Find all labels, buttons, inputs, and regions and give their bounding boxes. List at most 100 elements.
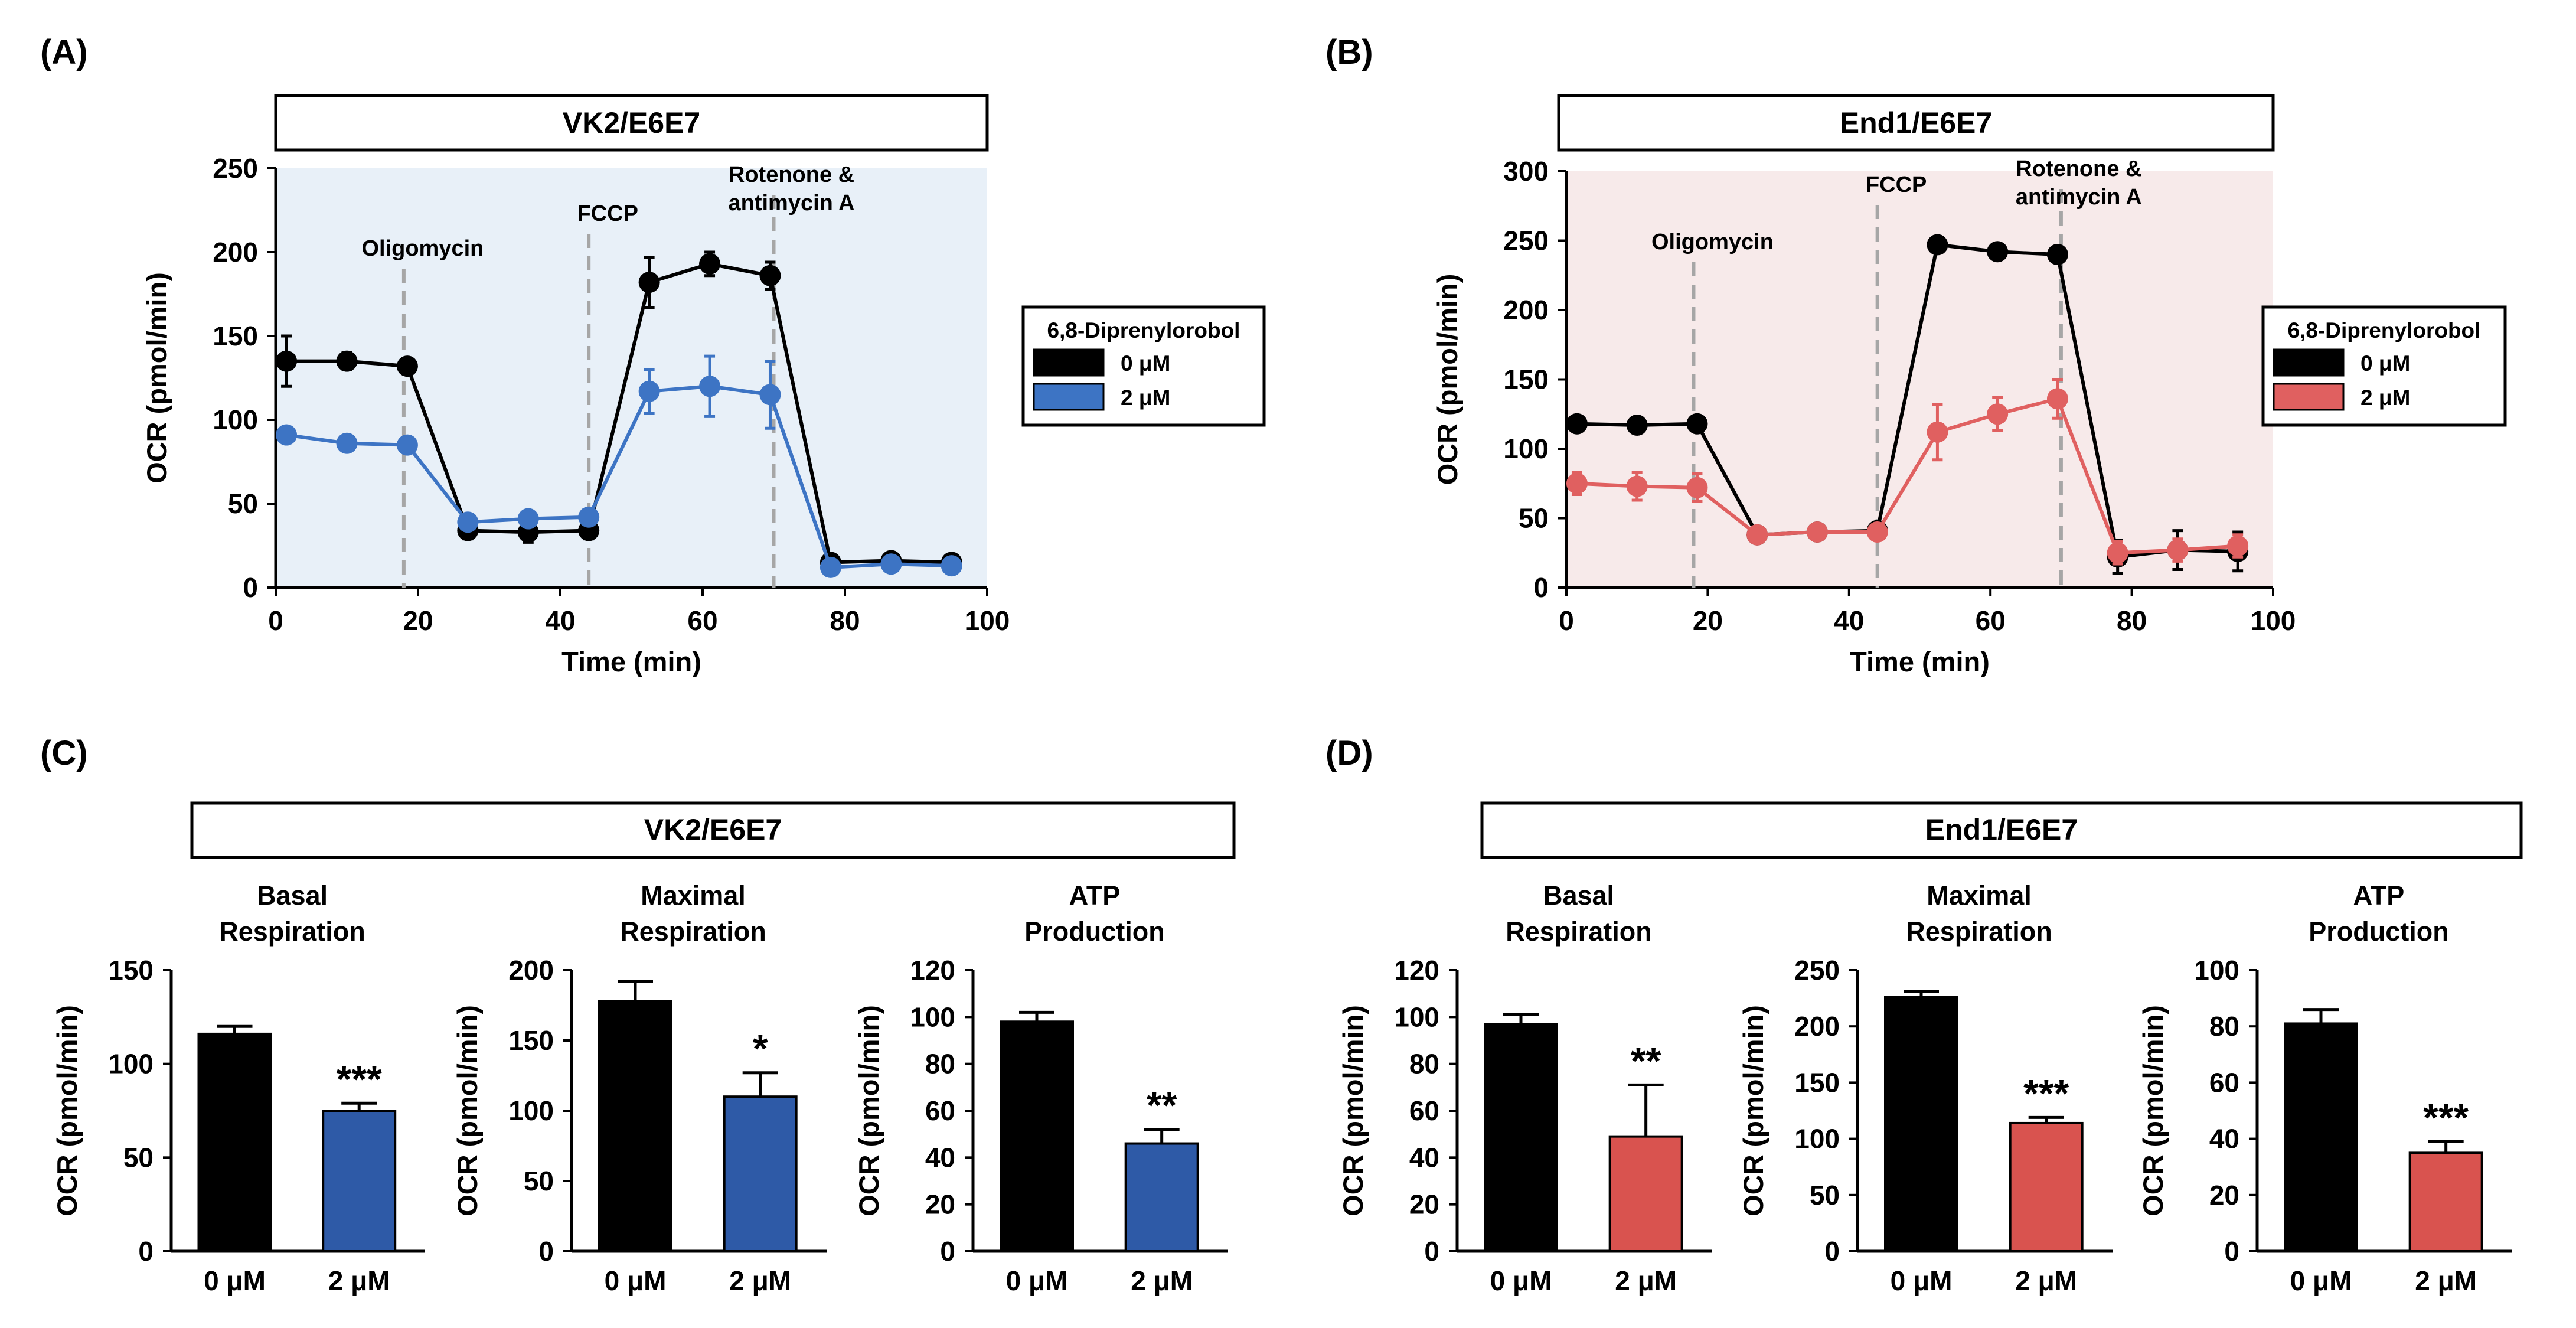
subplot-title-line2: Respiration [1906, 916, 2052, 947]
y-tick-label: 0 [2224, 1236, 2239, 1267]
y-tick-label: 100 [108, 1049, 154, 1079]
y-tick-label: 40 [1409, 1142, 1439, 1173]
data-point [276, 350, 298, 372]
y-axis-label: OCR (pmol/min) [1738, 1005, 1769, 1216]
injection-label: Oligomycin [1651, 230, 1774, 254]
bar-treated [1608, 1135, 1683, 1252]
chart-c-bars-vk2: VK2/E6E7 Basal Respiration 0 50 100 150 OCR (pm… [51, 801, 1236, 1296]
data-point [2107, 542, 2128, 564]
y-tick-label: 250 [213, 153, 258, 184]
significance-label: ** [1631, 1039, 1661, 1082]
bar-treated [2408, 1151, 2483, 1253]
data-point [759, 265, 781, 286]
legend-entry: 2 μM [1121, 386, 1170, 410]
significance-label: *** [2023, 1071, 2069, 1115]
injection-label: Rotenone & [2016, 156, 2141, 181]
y-tick-label: 40 [925, 1142, 955, 1173]
legend-swatch [2273, 348, 2345, 377]
x-tick-label: 80 [2117, 605, 2147, 636]
y-axis-label: OCR (pmol/min) [141, 272, 172, 484]
y-tick-label: 60 [1409, 1095, 1439, 1126]
chart-title-box [274, 94, 989, 152]
bar-treated [322, 1110, 397, 1252]
injection-label: Rotenone & [729, 162, 854, 187]
x-tick-label: 0 μM [2290, 1265, 2352, 1296]
x-tick-label: 2 μM [1131, 1265, 1193, 1296]
y-tick-label: 0 [243, 572, 258, 603]
y-tick-label: 0 [1424, 1236, 1439, 1267]
x-tick-label: 100 [2251, 605, 2296, 636]
group-title-box-d [1480, 801, 2523, 859]
y-axis-label: OCR (pmol/min) [1337, 1005, 1369, 1216]
data-point [638, 272, 660, 293]
y-axis-label: OCR (pmol/min) [853, 1005, 884, 1216]
y-tick-label: 200 [508, 955, 554, 986]
legend-title: 6,8-Diprenylorobol [1047, 318, 1240, 342]
legend-swatch [2273, 383, 2345, 411]
y-tick-label: 200 [213, 237, 258, 267]
x-axis-label: Time (min) [561, 646, 701, 677]
subplot-title-line2: Production [2309, 916, 2448, 947]
x-tick-label: 40 [545, 605, 575, 636]
y-tick-label: 150 [508, 1025, 554, 1056]
data-point [1806, 521, 1828, 543]
chart-a-line-vk2: VK2/E6E7 0 20 40 60 80 100 0 50 100 150 200 250 Time … [141, 94, 1266, 677]
plot-area [276, 168, 987, 588]
x-tick-label: 2 μM [1615, 1265, 1677, 1296]
data-point [941, 555, 962, 577]
data-point [517, 508, 539, 530]
y-tick-label: 100 [213, 404, 258, 435]
bar-treated [2009, 1121, 2084, 1252]
subplot-title-line2: Respiration [620, 916, 766, 947]
y-axis-label: OCR (pmol/min) [2137, 1005, 2169, 1216]
subplot-title-line2: Respiration [1506, 916, 1652, 947]
x-tick-label: 100 [965, 605, 1010, 636]
y-tick-label: 250 [1794, 955, 1840, 986]
x-tick-label: 0 μM [204, 1265, 266, 1296]
y-tick-label: 0 [1824, 1236, 1840, 1267]
x-axis-label: Time (min) [1850, 646, 1990, 677]
y-tick-label: 100 [910, 1001, 955, 1032]
data-point [457, 511, 479, 533]
data-point [578, 506, 600, 528]
data-point [699, 253, 721, 275]
injection-label-line2: antimycin A [729, 191, 855, 216]
data-point [1987, 403, 2009, 425]
y-tick-label: 20 [1409, 1189, 1439, 1220]
y-tick-label: 0 [940, 1236, 955, 1267]
data-point [1626, 415, 1648, 436]
bar-control [2284, 1022, 2358, 1252]
y-tick-label: 100 [1394, 1001, 1439, 1032]
group-title-box-c [190, 801, 1236, 859]
y-tick-label: 250 [1503, 226, 1549, 256]
y-tick-label: 100 [1794, 1124, 1840, 1154]
legend-entry: 0 μM [2360, 351, 2410, 376]
subplot-title: Maximal [641, 880, 746, 911]
data-point [820, 556, 841, 578]
subplot-title-line2: Respiration [219, 916, 365, 947]
data-point [1686, 413, 1708, 435]
data-point [2046, 388, 2068, 410]
bar-control [1484, 1023, 1558, 1252]
y-tick-label: 80 [925, 1049, 955, 1079]
data-point [1566, 472, 1588, 494]
legend-title: 6,8-Diprenylorobol [2288, 318, 2481, 342]
x-tick-label: 40 [1834, 605, 1864, 636]
bar-control [598, 1000, 672, 1252]
x-tick-label: 0 [1559, 605, 1574, 636]
data-point [396, 434, 418, 456]
y-tick-label: 0 [138, 1236, 154, 1267]
panel-label-b: (B) [1325, 33, 1373, 71]
injection-label: FCCP [577, 201, 638, 226]
data-point [1987, 241, 2009, 263]
x-tick-label: 60 [1976, 605, 2006, 636]
data-point [638, 380, 660, 402]
bar-control [1884, 996, 1958, 1253]
x-tick-label: 20 [1693, 605, 1723, 636]
x-tick-label: 0 μM [1006, 1265, 1068, 1296]
y-axis-label: OCR (pmol/min) [1432, 274, 1463, 485]
bar-control [197, 1032, 272, 1252]
data-point [1746, 524, 1768, 546]
significance-label: ** [1147, 1084, 1177, 1127]
